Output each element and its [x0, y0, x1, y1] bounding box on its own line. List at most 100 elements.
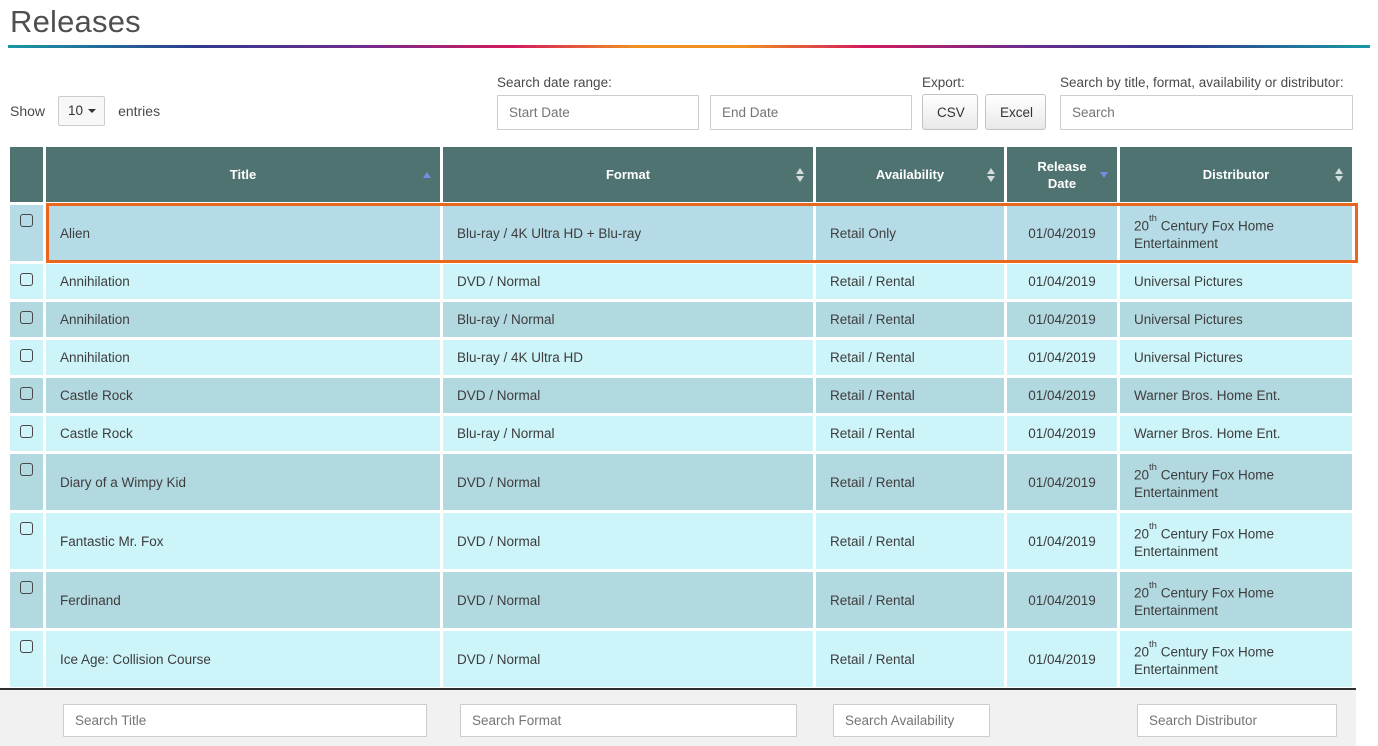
row-checkbox[interactable]	[20, 522, 33, 535]
page-size-value: 10	[68, 103, 84, 118]
cell-availability: Retail / Rental	[816, 572, 1004, 628]
cell-distributor: 20th Century Fox Home Entertainment	[1120, 572, 1352, 628]
page-title: Releases	[10, 4, 141, 39]
row-checkbox[interactable]	[20, 311, 33, 324]
cell-format: Blu-ray / 4K Ultra HD	[443, 340, 813, 375]
cell-release-date: 01/04/2019	[1007, 416, 1117, 451]
cell-format: DVD / Normal	[443, 378, 813, 413]
cell-release-date: 01/04/2019	[1007, 302, 1117, 337]
column-header-distributor[interactable]: Distributor	[1120, 147, 1352, 202]
cell-distributor: 20th Century Fox Home Entertainment	[1120, 454, 1352, 510]
row-checkbox[interactable]	[20, 349, 33, 362]
sort-both-icon	[796, 167, 804, 182]
row-checkbox[interactable]	[20, 387, 33, 400]
column-header-availability[interactable]: Availability	[816, 147, 1004, 202]
cell-format: DVD / Normal	[443, 454, 813, 510]
column-header-checkbox	[10, 147, 43, 202]
cell-title: Castle Rock	[46, 416, 440, 451]
cell-distributor: 20th Century Fox Home Entertainment	[1120, 513, 1352, 569]
cell-title: Fantastic Mr. Fox	[46, 513, 440, 569]
cell-format: DVD / Normal	[443, 513, 813, 569]
cell-distributor: Universal Pictures	[1120, 340, 1352, 375]
column-header-format[interactable]: Format	[443, 147, 813, 202]
row-checkbox[interactable]	[20, 640, 33, 653]
cell-format: DVD / Normal	[443, 631, 813, 687]
cell-availability: Retail / Rental	[816, 340, 1004, 375]
column-header-label: Distributor	[1202, 167, 1270, 182]
sort-both-icon	[987, 167, 995, 182]
search-format-input[interactable]	[460, 704, 797, 737]
cell-release-date: 01/04/2019	[1007, 572, 1117, 628]
table-footer	[0, 688, 1356, 746]
row-checkbox-cell	[10, 264, 43, 299]
start-date-input[interactable]	[497, 95, 699, 130]
row-checkbox[interactable]	[20, 463, 33, 476]
global-search-label: Search by title, format, availability or…	[1060, 75, 1344, 90]
table-header-row: Title Format Availability Release Date D…	[10, 147, 1355, 202]
end-date-input[interactable]	[710, 95, 912, 130]
search-title-input[interactable]	[63, 704, 427, 737]
row-checkbox[interactable]	[20, 425, 33, 438]
row-checkbox[interactable]	[20, 581, 33, 594]
table-row[interactable]: Ferdinand DVD / Normal Retail / Rental 01/0…	[10, 572, 1355, 628]
cell-distributor: Warner Bros. Home Ent.	[1120, 416, 1352, 451]
cell-release-date: 01/04/2019	[1007, 513, 1117, 569]
cell-release-date: 01/04/2019	[1007, 205, 1117, 261]
table-row[interactable]: Castle Rock Blu-ray / Normal Retail / Rent…	[10, 416, 1355, 451]
cell-availability: Retail / Rental	[816, 631, 1004, 687]
releases-table: Title Format Availability Release Date D…	[10, 147, 1358, 690]
cell-format: Blu-ray / 4K Ultra HD + Blu-ray	[443, 205, 813, 261]
row-checkbox-cell	[10, 340, 43, 375]
cell-title: Annihilation	[46, 340, 440, 375]
cell-availability: Retail / Rental	[816, 264, 1004, 299]
cell-format: DVD / Normal	[443, 572, 813, 628]
cell-format: Blu-ray / Normal	[443, 416, 813, 451]
cell-release-date: 01/04/2019	[1007, 631, 1117, 687]
column-header-title[interactable]: Title	[46, 147, 440, 202]
row-checkbox-cell	[10, 378, 43, 413]
row-checkbox-cell	[10, 416, 43, 451]
table-row[interactable]: Annihilation DVD / Normal Retail / Rental 0…	[10, 264, 1355, 299]
column-header-label: Format	[605, 167, 651, 182]
page-size-dropdown[interactable]: 10	[58, 96, 106, 126]
cell-availability: Retail Only	[816, 205, 1004, 261]
cell-title: Castle Rock	[46, 378, 440, 413]
table-row[interactable]: Fantastic Mr. Fox DVD / Normal Retail / Re…	[10, 513, 1355, 569]
row-checkbox-cell	[10, 205, 43, 261]
cell-release-date: 01/04/2019	[1007, 264, 1117, 299]
sort-ascending-icon	[423, 171, 431, 178]
cell-title: Annihilation	[46, 302, 440, 337]
table-row[interactable]: Castle Rock DVD / Normal Retail / Rental 01…	[10, 378, 1355, 413]
export-label: Export:	[922, 75, 965, 90]
cell-availability: Retail / Rental	[816, 378, 1004, 413]
table-row[interactable]: Alien Blu-ray / 4K Ultra HD + Blu-ray Reta…	[10, 203, 1358, 263]
table-row[interactable]: Annihilation Blu-ray / 4K Ultra HD Retail …	[10, 340, 1355, 375]
table-row[interactable]: Annihilation Blu-ray / Normal Retail / Ren…	[10, 302, 1355, 337]
search-distributor-input[interactable]	[1137, 704, 1337, 737]
cell-title: Ferdinand	[46, 572, 440, 628]
cell-availability: Retail / Rental	[816, 513, 1004, 569]
date-range-label: Search date range:	[497, 75, 612, 90]
export-excel-button[interactable]: Excel	[985, 94, 1046, 130]
search-availability-input[interactable]	[833, 704, 990, 737]
column-header-label: Availability	[875, 167, 945, 182]
entries-label: entries	[118, 103, 161, 119]
cell-distributor: Universal Pictures	[1120, 302, 1352, 337]
row-checkbox[interactable]	[20, 214, 33, 227]
row-checkbox[interactable]	[20, 273, 33, 286]
cell-format: Blu-ray / Normal	[443, 302, 813, 337]
cell-title: Diary of a Wimpy Kid	[46, 454, 440, 510]
table-row[interactable]: Diary of a Wimpy Kid DVD / Normal Retail /…	[10, 454, 1355, 510]
chevron-down-icon	[88, 108, 97, 113]
sort-descending-icon	[1100, 171, 1108, 178]
cell-format: DVD / Normal	[443, 264, 813, 299]
global-search-input[interactable]	[1060, 95, 1353, 130]
row-checkbox-cell	[10, 302, 43, 337]
cell-release-date: 01/04/2019	[1007, 378, 1117, 413]
column-header-release-date[interactable]: Release Date	[1007, 147, 1117, 202]
export-csv-button[interactable]: CSV	[922, 94, 978, 130]
cell-release-date: 01/04/2019	[1007, 340, 1117, 375]
table-row[interactable]: Ice Age: Collision Course DVD / Normal Ret…	[10, 631, 1355, 687]
cell-title: Alien	[46, 205, 440, 261]
cell-distributor: Warner Bros. Home Ent.	[1120, 378, 1352, 413]
